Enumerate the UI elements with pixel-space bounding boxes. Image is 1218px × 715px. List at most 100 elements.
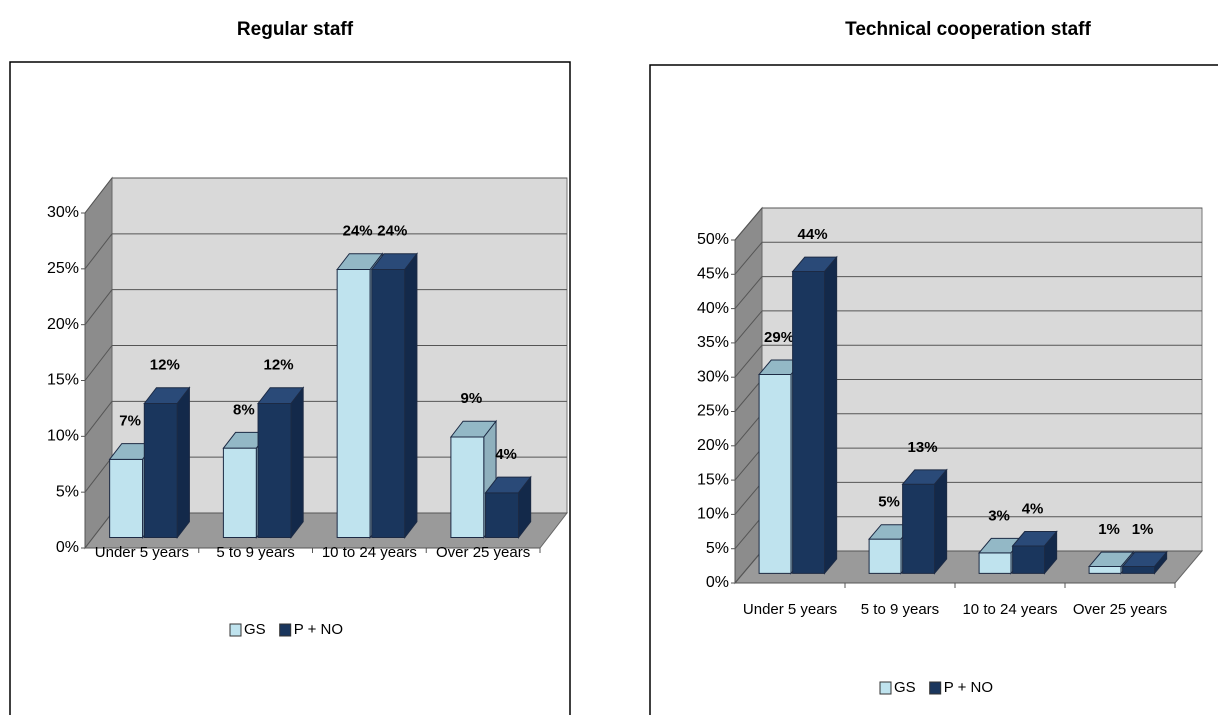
- data-label: 29%: [764, 329, 794, 346]
- y-tick-label: 10%: [697, 506, 729, 523]
- y-tick-label: 25%: [697, 403, 729, 420]
- data-label: 44%: [798, 226, 828, 243]
- bar-front: [485, 492, 520, 538]
- x-tick-label: 10 to 24 years: [962, 601, 1057, 618]
- grid-line: [84, 512, 113, 549]
- bar: [484, 475, 532, 539]
- bar-side: [934, 468, 948, 575]
- bar-front: [902, 483, 935, 574]
- grid-line: [84, 177, 113, 214]
- y-tick-label: 15%: [47, 372, 79, 389]
- bar: [449, 419, 498, 539]
- grid-line: [84, 456, 113, 493]
- bar-side: [1044, 530, 1058, 575]
- y-tick-label: 0%: [706, 574, 729, 591]
- grid-line: [734, 482, 763, 515]
- x-tick-label: Under 5 years: [743, 601, 837, 618]
- legend-swatch: [879, 681, 892, 695]
- y-tick-label: 50%: [697, 231, 729, 248]
- legend-swatch: [929, 681, 942, 695]
- data-label: 12%: [150, 357, 180, 374]
- bar-front: [257, 403, 292, 538]
- legend-swatch: [229, 623, 242, 637]
- chart-title: Technical cooperation staff: [845, 19, 1091, 40]
- grid-line: [734, 413, 763, 447]
- x-tick-label: Over 25 years: [1073, 601, 1167, 618]
- grid-line: [734, 310, 763, 344]
- y-tick-label: 40%: [697, 300, 729, 317]
- grid-line: [734, 207, 763, 241]
- y-tick-label: 10%: [47, 428, 79, 445]
- grid-line: [734, 344, 763, 378]
- bar-front: [109, 458, 144, 538]
- bar: [257, 386, 305, 539]
- grid-line: [734, 276, 763, 309]
- y-tick-label: 5%: [56, 483, 79, 500]
- bar-front: [978, 552, 1012, 574]
- bar-front: [143, 403, 178, 538]
- y-tick-label: 5%: [706, 540, 729, 557]
- chart-title: Regular staff: [237, 19, 354, 40]
- bar-side: [404, 252, 418, 539]
- bar: [1011, 530, 1058, 575]
- legend-label: GS: [894, 679, 916, 696]
- data-label: 12%: [264, 357, 294, 374]
- grid-line: [84, 345, 113, 381]
- grid-line: [734, 447, 763, 481]
- data-label: 1%: [1098, 521, 1120, 538]
- y-tick-label: 15%: [697, 471, 729, 488]
- data-label: 7%: [119, 413, 141, 430]
- bar-front: [450, 436, 485, 538]
- data-label: 24%: [343, 223, 373, 240]
- bar-front: [758, 373, 792, 574]
- y-tick-label: 30%: [47, 204, 79, 221]
- chart-frame: [9, 61, 571, 715]
- data-label: 13%: [908, 439, 938, 456]
- bar-front: [371, 269, 406, 538]
- grid-line: [84, 401, 113, 437]
- bar-front: [868, 538, 902, 574]
- grid-line: [734, 550, 763, 584]
- chart-frame: [649, 64, 1218, 715]
- data-label: 1%: [1132, 521, 1154, 538]
- y-tick-label: 20%: [697, 437, 729, 454]
- grid-line: [84, 233, 113, 270]
- bar-front: [1012, 545, 1045, 574]
- x-tick-label: 10 to 24 years: [322, 544, 417, 561]
- data-label: 8%: [233, 401, 255, 418]
- data-label: 4%: [495, 446, 517, 463]
- bar-side: [518, 475, 532, 539]
- bar-front: [1088, 566, 1122, 574]
- legend-swatch: [279, 623, 292, 637]
- data-label: 3%: [988, 507, 1010, 524]
- bar-side: [824, 255, 838, 575]
- y-tick-label: 45%: [697, 266, 729, 283]
- bar: [143, 386, 191, 539]
- grid-line: [734, 241, 763, 275]
- data-label: 9%: [461, 390, 483, 407]
- y-tick-label: 20%: [47, 316, 79, 333]
- y-tick-label: 35%: [697, 334, 729, 351]
- y-tick-label: 25%: [47, 260, 79, 277]
- legend-label: GS: [244, 621, 266, 638]
- legend-label: P + NO: [294, 621, 343, 638]
- grid-line: [734, 516, 763, 550]
- bar-front: [336, 269, 371, 538]
- bar: [791, 255, 838, 575]
- bar-side: [1154, 550, 1168, 575]
- y-tick-label: 0%: [56, 539, 79, 556]
- grid-line: [734, 379, 763, 412]
- bar: [901, 468, 948, 575]
- data-label: 5%: [878, 494, 900, 511]
- x-tick-label: 5 to 9 years: [216, 544, 294, 561]
- y-tick-label: 30%: [697, 368, 729, 385]
- bar-side: [290, 386, 304, 539]
- bar-side: [176, 386, 190, 539]
- legend-label: P + NO: [944, 679, 993, 696]
- bar: [370, 252, 418, 539]
- x-tick-label: Under 5 years: [95, 544, 189, 561]
- x-tick-label: Over 25 years: [436, 544, 530, 561]
- data-label: 4%: [1022, 501, 1044, 518]
